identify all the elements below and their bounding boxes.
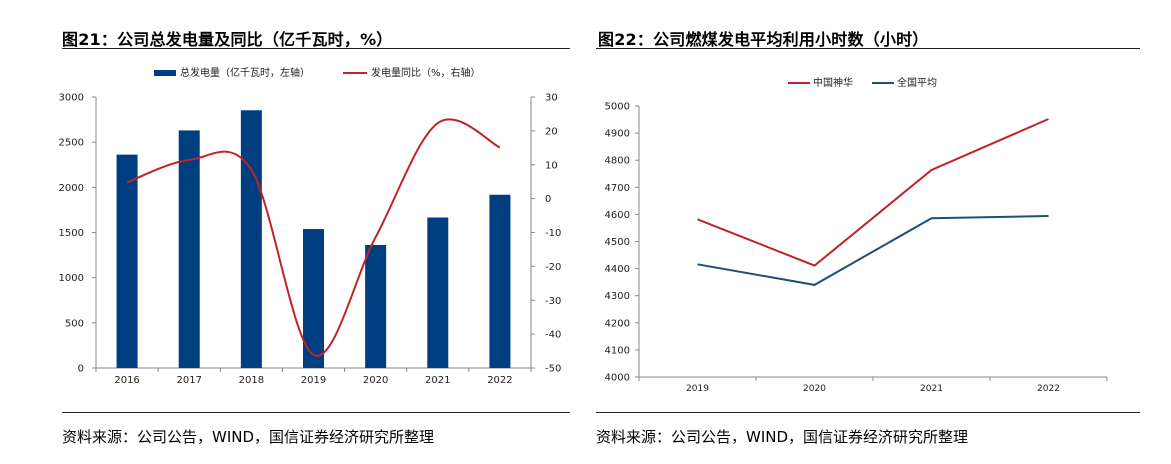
x-tick-label: 2021	[425, 375, 450, 386]
legend-label-national: 全国平均	[897, 76, 937, 89]
y-tick-label: 4700	[605, 183, 630, 194]
legend-label-yoy: 发电量同比（%，右轴）	[371, 66, 481, 79]
x-tick-label: 2020	[363, 375, 388, 386]
legend-swatch-generation	[154, 70, 176, 76]
figure-22: 图22：公司燃煤发电平均利用小时数（小时） 中国神华 全国平均 4000 4100 42…	[596, 0, 1171, 464]
figure-21-title: 图21：公司总发电量及同比（亿千瓦时，%）	[62, 30, 393, 49]
y-left-tick-label: 1500	[59, 228, 84, 239]
y-tick-label: 4000	[605, 373, 630, 384]
x-tick-label: 2019	[301, 375, 326, 386]
legend-label-shenhua: 中国神华	[813, 76, 853, 89]
figure-21-top-rule	[62, 48, 570, 49]
y-left-tick-label: 3000	[59, 93, 84, 104]
y-left-tick-label: 2000	[59, 183, 84, 194]
x-tick-label: 2022	[1037, 384, 1060, 394]
y-tick-label: 4400	[605, 264, 630, 275]
y-right-tick-label: -40	[545, 330, 561, 341]
bar-generation-2022	[489, 194, 511, 368]
figure-21-bottom-rule	[62, 412, 570, 413]
y-right-tick-label: 10	[545, 160, 558, 171]
figure-21-chart: 总发电量（亿千瓦时，左轴） 发电量同比（%，右轴） 0 500 1000 1500 2000…	[59, 66, 562, 386]
bar-generation-2019	[303, 229, 324, 368]
y-tick-label: 5000	[605, 102, 630, 113]
figure-22-chart: 中国神华 全国平均 4000 4100 4200 4300 4400 4500 4600 4700…	[605, 76, 1108, 394]
x-tick-label: 2022	[487, 375, 512, 386]
figure-21: 图21：公司总发电量及同比（亿千瓦时，%） 总发电量（亿千瓦时，左轴） 发电量同比…	[0, 0, 580, 464]
line-shenhua	[697, 118, 1049, 267]
y-tick-label: 4600	[605, 210, 630, 221]
y-right-tick-label: -30	[545, 296, 561, 307]
y-tick-label: 4200	[605, 318, 630, 329]
y-right-tick-label: -10	[545, 228, 561, 239]
y-tick-label: 4800	[605, 156, 630, 167]
y-tick-label: 4100	[605, 345, 630, 356]
figure-22-bottom-rule	[596, 412, 1140, 413]
y-right-tick-label: 20	[545, 126, 558, 137]
bar-generation-2017	[178, 130, 200, 368]
y-left-tick-label: 1000	[59, 273, 84, 284]
line-national	[697, 215, 1049, 286]
figure-22-source: 资料来源：公司公告，WIND，国信证券经济研究所整理	[596, 428, 969, 446]
y-right-tick-label: 0	[545, 194, 551, 205]
y-tick-label: 4900	[605, 129, 630, 140]
bar-generation-2021	[427, 217, 449, 368]
bar-generation-2016	[116, 154, 138, 368]
figure-22-title: 图22：公司燃煤发电平均利用小时数（小时）	[598, 30, 929, 49]
x-tick-label: 2016	[114, 375, 139, 386]
bar-generation-2020	[365, 244, 387, 368]
x-tick-label: 2018	[239, 375, 264, 386]
x-tick-label: 2017	[176, 375, 201, 386]
figure-21-source: 资料来源：公司公告，WIND，国信证券经济研究所整理	[62, 428, 435, 446]
y-right-tick-label: -50	[545, 364, 561, 375]
y-tick-label: 4500	[605, 237, 630, 248]
line-yoy	[126, 118, 501, 357]
legend-label-generation: 总发电量（亿千瓦时，左轴）	[180, 66, 310, 79]
x-tick-label: 2019	[686, 384, 709, 394]
y-tick-label: 4300	[605, 291, 630, 302]
figure-22-top-rule	[596, 48, 1140, 49]
y-right-tick-label: 30	[545, 93, 558, 104]
y-left-tick-label: 500	[65, 318, 84, 329]
bar-generation-2018	[240, 110, 262, 369]
x-tick-label: 2021	[920, 384, 943, 394]
y-left-tick-label: 0	[78, 364, 84, 375]
x-tick-label: 2020	[803, 384, 826, 394]
y-left-tick-label: 2500	[59, 138, 84, 149]
y-right-tick-label: -20	[545, 262, 561, 273]
